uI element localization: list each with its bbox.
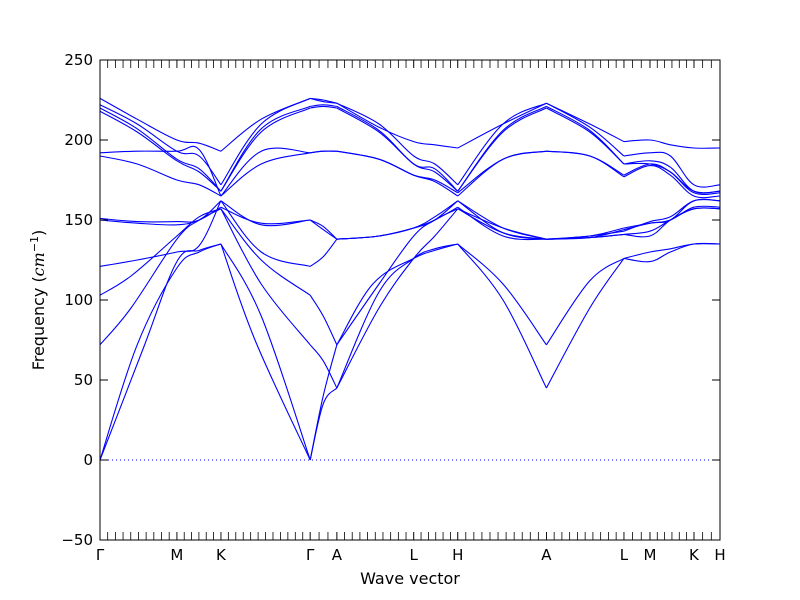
series-line-23	[309, 294, 338, 346]
series-line-32	[457, 200, 547, 240]
series-line-45	[336, 200, 459, 240]
x-tick-label: M	[643, 546, 656, 564]
series-line-8	[220, 243, 311, 461]
series-line-16	[309, 344, 338, 389]
series-line-73	[336, 105, 459, 192]
series-line-42	[100, 200, 222, 223]
series-line-63	[100, 110, 222, 192]
series-line-74	[457, 105, 547, 192]
series-line-11	[457, 243, 547, 346]
series-line-35	[100, 206, 222, 226]
series-line-59	[336, 150, 459, 194]
x-tick-label: Γ	[306, 546, 315, 564]
series-line-84	[100, 97, 222, 152]
x-tick-label: Γ	[96, 546, 105, 564]
series-line-47	[546, 230, 624, 240]
series-line-0	[100, 243, 222, 461]
y-axis-label-exponent: −1	[28, 236, 41, 252]
series-line-46	[457, 200, 547, 240]
series-line-61	[546, 150, 625, 176]
x-tick-label: H	[714, 546, 725, 564]
series-line-29	[220, 200, 311, 267]
series-line-36	[220, 206, 311, 225]
series-line-21	[100, 208, 222, 296]
y-tick-label: 200	[64, 131, 93, 149]
x-axis-label: Wave vector	[360, 569, 460, 588]
series-line-30	[309, 238, 338, 267]
y-tick-label: 0	[83, 451, 93, 469]
x-tick-label: H	[452, 546, 463, 564]
x-tick-label: M	[170, 546, 183, 564]
series-line-58	[310, 150, 337, 154]
y-tick-label: −50	[61, 531, 93, 549]
x-tick-label: K	[689, 546, 700, 564]
series-line-70	[100, 107, 222, 192]
series-line-77	[100, 104, 222, 186]
series-line-9	[309, 387, 338, 461]
series-line-75	[546, 105, 625, 165]
x-tick-label: L	[620, 546, 629, 564]
x-tick-label: A	[332, 546, 343, 564]
series-line-90	[623, 139, 720, 149]
series-line-28	[100, 200, 222, 267]
series-line-10	[336, 243, 458, 389]
series-line-71	[220, 105, 311, 192]
plot-area	[100, 97, 720, 461]
series-line-13	[623, 243, 720, 259]
series-line-1	[220, 243, 311, 461]
series-line-17	[336, 208, 459, 389]
series-line-7	[100, 243, 222, 461]
series-line-85	[220, 97, 311, 152]
y-axis-label-text: Frequency (	[29, 276, 48, 370]
series-line-22	[220, 208, 311, 296]
series-line-86	[310, 97, 337, 104]
series-line-89	[546, 102, 625, 143]
series-line-12	[545, 257, 625, 346]
y-axis-label: Frequency (cm−1)	[28, 230, 48, 371]
series-line-15	[220, 208, 311, 346]
series-line-57	[220, 147, 311, 197]
y-tick-label: 250	[64, 51, 93, 69]
series-line-49	[100, 155, 222, 197]
series-line-60	[457, 150, 547, 194]
series-line-50	[220, 152, 311, 197]
series-line-83	[623, 151, 720, 188]
series-line-88	[457, 102, 547, 149]
series-line-37	[309, 219, 338, 240]
x-tick-label: K	[216, 546, 227, 564]
series-line-76	[623, 160, 720, 194]
series-line-39	[457, 206, 547, 241]
series-line-5	[545, 258, 625, 389]
x-tick-label: L	[410, 546, 419, 564]
series-line-87	[336, 102, 458, 149]
y-axis-label-close: )	[29, 230, 48, 236]
y-tick-label: 50	[74, 371, 93, 389]
series-line-44	[309, 219, 338, 240]
series-line-43	[220, 200, 311, 227]
series-line-72	[310, 104, 337, 107]
series-line-55	[623, 165, 720, 199]
y-tick-label: 100	[64, 291, 93, 309]
y-axis-label-unit: cm	[29, 252, 48, 276]
y-tick-label: 150	[64, 211, 93, 229]
series-line-80	[336, 102, 459, 186]
x-tick-label: A	[541, 546, 552, 564]
series-line-65	[310, 105, 337, 109]
series-line-4	[457, 243, 547, 389]
series-line-48	[623, 198, 720, 232]
series-group	[100, 97, 720, 461]
